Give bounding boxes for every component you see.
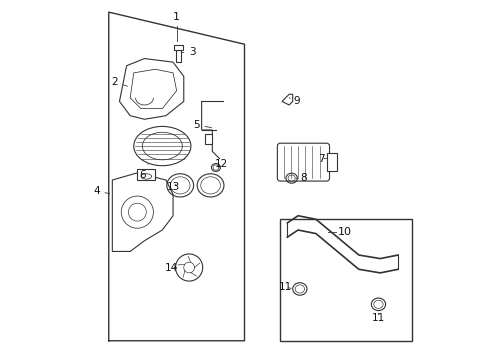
Text: 7: 7 [317,154,326,163]
Text: 9: 9 [288,96,299,107]
Bar [175,50,181,62]
Text: 1: 1 [173,13,180,22]
Bar [137,169,155,180]
Text: 11: 11 [371,312,384,323]
FancyBboxPatch shape [277,143,329,181]
Bar [205,134,212,144]
Text: 14: 14 [164,262,178,273]
Bar [326,153,337,171]
Text: 2: 2 [111,77,127,87]
Text: 5: 5 [193,120,211,130]
Text: 11: 11 [278,282,292,292]
Text: 6: 6 [139,164,148,180]
Text: 12: 12 [214,159,227,169]
Text: 10: 10 [337,227,351,237]
Text: 8: 8 [296,173,306,183]
Text: 13: 13 [166,182,179,192]
Bar [174,45,183,50]
Bar [280,219,411,341]
Text: 4: 4 [93,186,109,196]
Text: 3: 3 [182,47,196,57]
